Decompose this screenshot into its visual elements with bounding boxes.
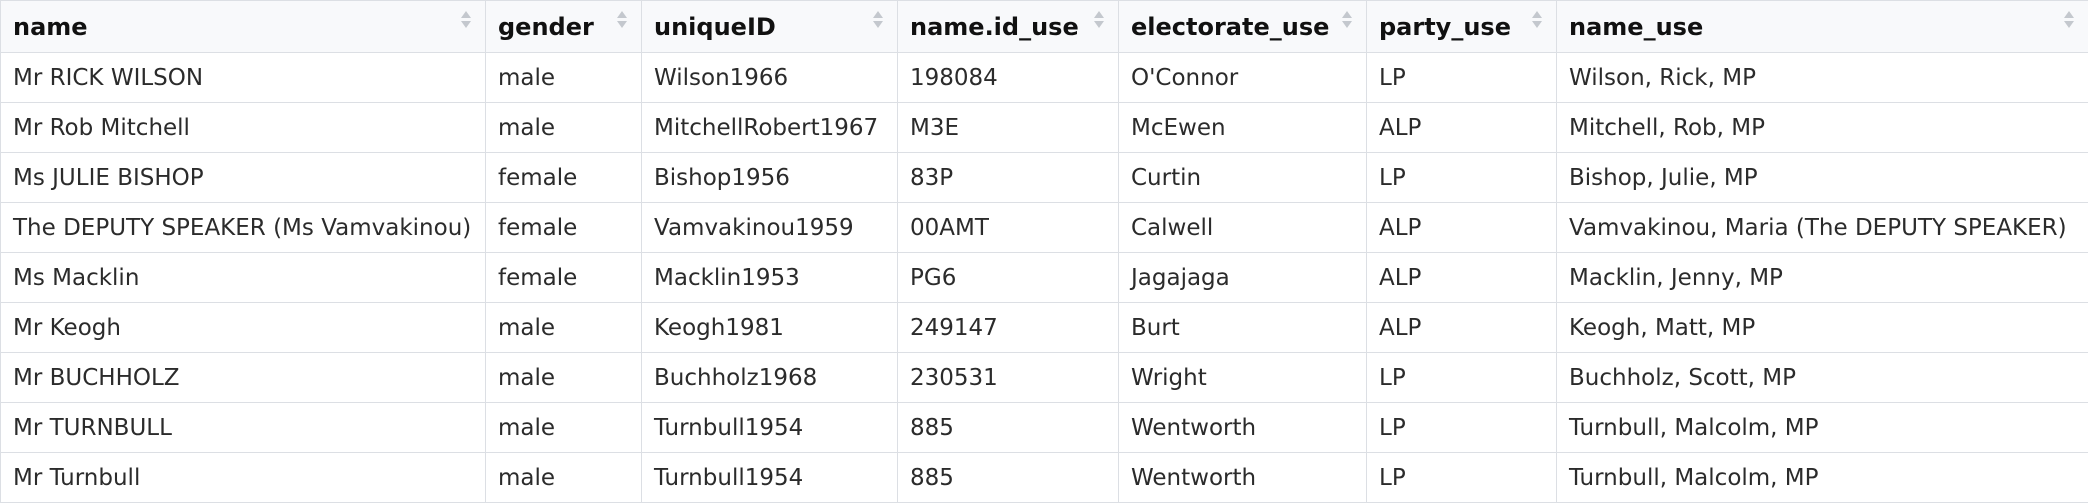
table-row: Mr Rob Mitchell male MitchellRobert1967 … [0,102,2088,153]
cell-name-id-use: M3E [897,102,1119,153]
cell-name-use: Turnbull, Malcolm, MP [1556,402,2088,453]
sort-icon[interactable] [2064,11,2074,31]
cell-gender: male [485,402,642,453]
cell-electorate-use: Jagajaga [1118,252,1367,303]
cell-party-use: LP [1366,452,1557,503]
table-row: The DEPUTY SPEAKER (Ms Vamvakinou) femal… [0,202,2088,253]
column-header-label: uniqueID [654,12,776,41]
cell-party-use: ALP [1366,302,1557,353]
cell-uniqueid: Bishop1956 [641,152,898,203]
cell-uniqueid: Wilson1966 [641,52,898,103]
cell-name: Mr Keogh [0,302,486,353]
cell-name-use: Turnbull, Malcolm, MP [1556,452,2088,503]
cell-name: Mr Turnbull [0,452,486,503]
cell-name-use: Bishop, Julie, MP [1556,152,2088,203]
cell-name-id-use: 83P [897,152,1119,203]
cell-party-use: LP [1366,402,1557,453]
sort-icon[interactable] [461,11,471,31]
column-header-label: name.id_use [910,12,1079,41]
column-header-label: name [13,12,88,41]
cell-gender: male [485,352,642,403]
cell-name-id-use: 885 [897,402,1119,453]
column-header-name[interactable]: name [0,0,486,53]
cell-gender: male [485,52,642,103]
cell-name-use: Macklin, Jenny, MP [1556,252,2088,303]
cell-uniqueid: Macklin1953 [641,252,898,303]
header-row: name gender uniqueID name.id_use elector… [0,0,2088,53]
cell-electorate-use: O'Connor [1118,52,1367,103]
cell-name: The DEPUTY SPEAKER (Ms Vamvakinou) [0,202,486,253]
cell-party-use: LP [1366,52,1557,103]
column-header-gender[interactable]: gender [485,0,642,53]
column-header-label: name_use [1569,12,1704,41]
table-row: Mr Turnbull male Turnbull1954 885 Wentwo… [0,452,2088,503]
column-header-name-id-use[interactable]: name.id_use [897,0,1119,53]
cell-name-id-use: PG6 [897,252,1119,303]
cell-name: Mr Rob Mitchell [0,102,486,153]
table-header: name gender uniqueID name.id_use elector… [0,0,2088,53]
cell-gender: female [485,252,642,303]
cell-uniqueid: Turnbull1954 [641,452,898,503]
sort-icon[interactable] [1532,11,1542,31]
cell-name: Mr RICK WILSON [0,52,486,103]
cell-name-id-use: 249147 [897,302,1119,353]
table-row: Mr TURNBULL male Turnbull1954 885 Wentwo… [0,402,2088,453]
cell-name-id-use: 230531 [897,352,1119,403]
cell-party-use: LP [1366,352,1557,403]
table-row: Mr BUCHHOLZ male Buchholz1968 230531 Wri… [0,352,2088,403]
cell-name-use: Mitchell, Rob, MP [1556,102,2088,153]
cell-name: Ms Macklin [0,252,486,303]
cell-gender: male [485,302,642,353]
cell-name-id-use: 885 [897,452,1119,503]
cell-party-use: ALP [1366,252,1557,303]
cell-party-use: ALP [1366,102,1557,153]
cell-name-id-use: 198084 [897,52,1119,103]
column-header-label: gender [498,12,594,41]
table-body: Mr RICK WILSON male Wilson1966 198084 O'… [0,52,2088,503]
sort-icon[interactable] [617,11,627,31]
cell-name: Mr TURNBULL [0,402,486,453]
cell-uniqueid: Buchholz1968 [641,352,898,403]
cell-gender: female [485,202,642,253]
cell-name-use: Keogh, Matt, MP [1556,302,2088,353]
column-header-label: electorate_use [1131,12,1330,41]
cell-party-use: ALP [1366,202,1557,253]
cell-gender: male [485,102,642,153]
cell-electorate-use: Calwell [1118,202,1367,253]
column-header-uniqueid[interactable]: uniqueID [641,0,898,53]
cell-uniqueid: Keogh1981 [641,302,898,353]
cell-name-use: Buchholz, Scott, MP [1556,352,2088,403]
cell-uniqueid: Vamvakinou1959 [641,202,898,253]
cell-gender: female [485,152,642,203]
column-header-name-use[interactable]: name_use [1556,0,2088,53]
column-header-electorate-use[interactable]: electorate_use [1118,0,1367,53]
cell-uniqueid: MitchellRobert1967 [641,102,898,153]
cell-electorate-use: Wentworth [1118,452,1367,503]
sort-icon[interactable] [1094,11,1104,31]
cell-gender: male [485,452,642,503]
cell-name-id-use: 00AMT [897,202,1119,253]
cell-electorate-use: Curtin [1118,152,1367,203]
cell-electorate-use: Burt [1118,302,1367,353]
sort-icon[interactable] [873,11,883,31]
cell-name-use: Vamvakinou, Maria (The DEPUTY SPEAKER) [1556,202,2088,253]
table-row: Mr RICK WILSON male Wilson1966 198084 O'… [0,52,2088,103]
table-row: Mr Keogh male Keogh1981 249147 Burt ALP … [0,302,2088,353]
table-row: Ms JULIE BISHOP female Bishop1956 83P Cu… [0,152,2088,203]
column-header-label: party_use [1379,12,1511,41]
cell-electorate-use: Wentworth [1118,402,1367,453]
cell-electorate-use: Wright [1118,352,1367,403]
sort-icon[interactable] [1342,11,1352,31]
cell-name: Mr BUCHHOLZ [0,352,486,403]
cell-electorate-use: McEwen [1118,102,1367,153]
cell-name-use: Wilson, Rick, MP [1556,52,2088,103]
cell-party-use: LP [1366,152,1557,203]
cell-name: Ms JULIE BISHOP [0,152,486,203]
column-header-party-use[interactable]: party_use [1366,0,1557,53]
table-row: Ms Macklin female Macklin1953 PG6 Jagaja… [0,252,2088,303]
cell-uniqueid: Turnbull1954 [641,402,898,453]
